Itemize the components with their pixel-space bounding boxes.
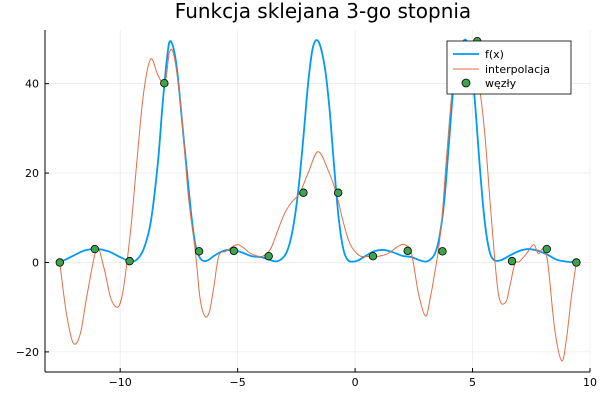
x-tick-label: 5: [469, 376, 476, 389]
y-tick-label: 0: [32, 256, 39, 269]
y-tick-label: −20: [16, 346, 39, 359]
node-point: [368, 252, 378, 261]
series-fx-line: [59, 38, 577, 264]
node-point: [55, 258, 64, 267]
x-tick-label: −10: [109, 376, 132, 389]
node-point: [572, 258, 581, 267]
node-point: [229, 246, 239, 256]
node-point: [125, 256, 134, 266]
node-point: [333, 188, 343, 197]
legend-fx-label: f(x): [485, 48, 504, 61]
series-interpolation-line: [59, 45, 577, 362]
legend-interpolation-label: interpolacja: [485, 63, 550, 76]
node-point: [507, 256, 517, 266]
x-tick-label: −5: [230, 376, 246, 389]
node-point: [438, 247, 447, 256]
node-point: [90, 244, 100, 254]
chart-title: Funkcja sklejana 3-go stopnia: [175, 0, 471, 23]
axes: −10 −5 0 5 10 −20 0 20 40: [16, 30, 597, 389]
node-point: [542, 244, 551, 254]
y-tick-label: 40: [25, 78, 39, 91]
legend-nodes-swatch: [461, 78, 471, 88]
node-point: [403, 246, 412, 256]
x-tick-label: 10: [583, 376, 597, 389]
y-tick-label: 20: [25, 167, 39, 180]
node-point: [299, 188, 308, 197]
node-point: [194, 247, 204, 256]
node-point: [160, 78, 169, 88]
x-tick-label: 0: [352, 376, 359, 389]
node-point: [264, 252, 273, 261]
legend-nodes-label: węzły: [485, 77, 517, 90]
